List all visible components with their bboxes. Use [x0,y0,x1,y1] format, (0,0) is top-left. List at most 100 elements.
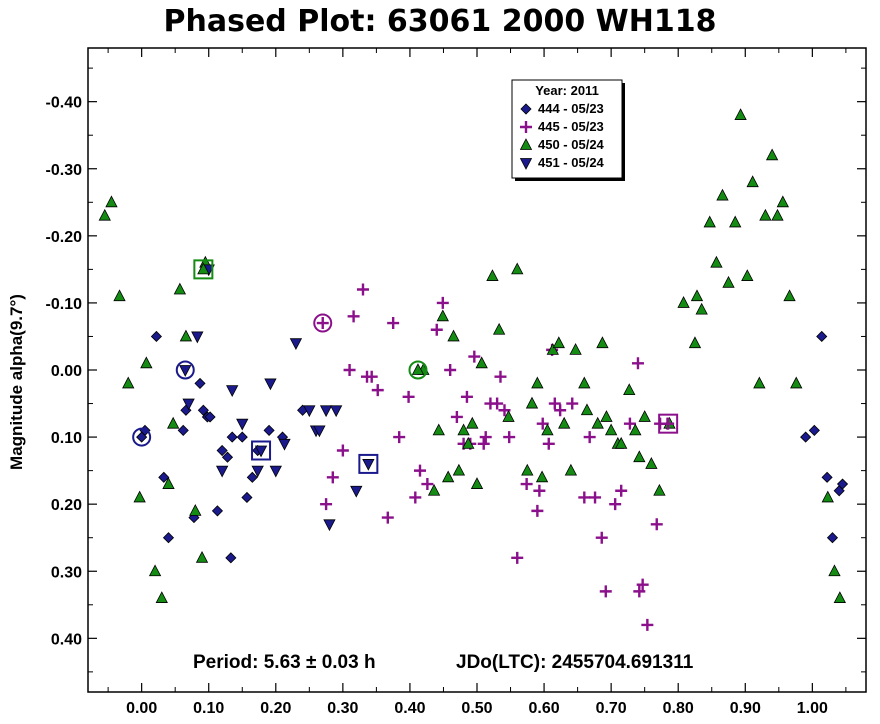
data-point-series-3 [759,208,772,221]
data-point-series-1 [177,424,189,436]
data-point-series-2 [347,310,360,323]
data-point-series-3 [653,483,666,496]
data-point-series-3 [638,410,651,422]
highlight-square [358,453,379,474]
data-point-series-4 [264,378,277,391]
data-point-series-2 [413,464,426,477]
data-point-series-3 [569,343,582,355]
legend-marker [520,121,532,133]
legend-box [511,79,623,179]
data-point-series-3 [502,410,515,422]
data-point-series-2 [450,410,463,423]
data-point-series-3 [623,383,636,396]
data-point-series-3 [173,282,187,295]
period-annotation: Period: 5.63 ± 0.03 h [193,652,376,673]
data-point-series-3 [746,175,759,188]
data-point-series-1 [241,491,253,504]
data-point-series-3 [105,195,118,208]
data-point-series-2 [536,417,549,430]
data-point-series-1 [150,330,162,343]
data-point-series-3 [734,108,747,120]
highlight-square [251,440,272,461]
data-point-series-1 [221,451,234,463]
highlight-square [658,413,679,434]
data-point-series-1 [204,411,216,423]
data-point-series-2 [336,444,349,457]
data-point-series-2 [468,350,481,363]
data-point-series-2 [615,484,628,497]
highlighted-point [197,262,210,275]
x-tick-label: 0.00 [126,700,157,717]
x-tick-label: 0.90 [730,700,761,717]
highlight-circle [132,427,152,447]
data-point-series-4 [236,418,249,431]
data-point-series-2 [609,498,622,511]
data-point-series-3 [564,463,578,476]
data-point-series-1 [162,532,175,544]
data-point-series-4 [303,405,316,418]
data-point-series-3 [98,208,111,221]
x-tick-label: 1.00 [797,700,828,717]
data-point-series-3 [741,269,754,281]
data-point-series-4 [269,465,282,478]
data-point-series-3 [441,470,455,483]
highlight-circle [313,313,333,333]
data-point-series-4 [323,519,336,532]
data-point-series-4 [215,465,229,478]
data-point-series-1 [821,471,833,483]
legend-marker [520,103,532,115]
data-point-series-2 [554,404,567,417]
data-point-series-2 [430,323,443,336]
data-point-series-3 [600,410,613,422]
legend-marker [519,158,533,170]
x-tick-label: 0.70 [596,700,627,717]
data-point-series-2 [371,384,384,397]
data-point-series-3 [167,416,180,429]
data-point-series-1 [246,471,258,483]
data-point-series-3 [113,289,126,302]
data-point-series-4 [182,398,195,411]
data-point-series-1 [263,424,275,436]
data-point-series-2 [566,397,579,410]
data-point-series-1 [225,552,237,564]
data-point-series-4 [319,405,333,418]
data-point-series-3 [690,289,704,302]
data-point-series-3 [633,450,646,463]
x-tick-label: 0.10 [193,700,224,717]
data-point-series-4 [191,331,204,344]
data-point-series-2 [511,551,524,564]
data-point-series-2 [631,357,644,370]
data-point-series-3 [541,423,554,436]
data-point-series-3 [580,403,594,416]
data-point-series-3 [833,591,847,603]
data-point-series-2 [326,471,339,484]
legend-entry: 445 - 05/23 [538,119,604,134]
data-point-series-2 [595,531,608,544]
data-point-series-3 [552,336,565,349]
legend-entry: 451 - 05/24 [538,155,605,170]
data-point-series-1 [836,478,849,490]
data-point-series-3 [525,396,539,409]
data-point-series-3 [452,463,466,476]
data-point-series-3 [591,416,604,429]
data-point-series-3 [475,356,488,369]
data-point-series-1 [158,471,170,483]
data-point-series-3 [447,329,460,342]
data-point-series-4 [329,405,343,418]
data-point-series-4 [278,438,291,451]
legend-entry: 450 - 05/24 [538,137,605,152]
data-point-series-3 [783,289,796,302]
highlight-circle [408,360,428,380]
legend-title: Year: 2011 [535,83,599,98]
data-point-series-2 [503,431,516,444]
data-point-series-3 [615,436,628,449]
data-point-series-3 [688,336,702,349]
data-point-series-3 [133,490,146,503]
data-point-series-3 [470,477,484,489]
data-point-series-2 [641,618,654,631]
data-point-series-3 [462,436,475,449]
data-point-series-2 [479,431,492,444]
chart-title: Phased Plot: 63061 2000 WH118 [163,4,717,39]
data-point-series-3 [596,336,609,349]
